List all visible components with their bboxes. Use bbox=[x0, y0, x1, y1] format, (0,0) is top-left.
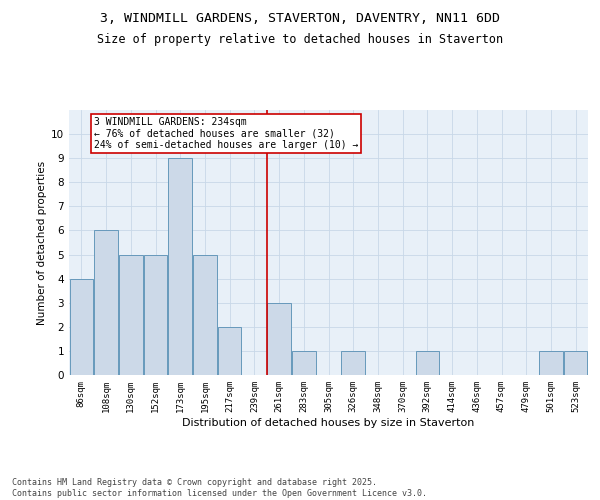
Bar bbox=[193, 254, 217, 375]
Bar bbox=[70, 278, 93, 375]
Bar bbox=[169, 158, 192, 375]
Text: Contains HM Land Registry data © Crown copyright and database right 2025.
Contai: Contains HM Land Registry data © Crown c… bbox=[12, 478, 427, 498]
Bar bbox=[564, 351, 587, 375]
Bar bbox=[539, 351, 563, 375]
Text: Size of property relative to detached houses in Staverton: Size of property relative to detached ho… bbox=[97, 32, 503, 46]
Bar bbox=[416, 351, 439, 375]
Text: 3 WINDMILL GARDENS: 234sqm
← 76% of detached houses are smaller (32)
24% of semi: 3 WINDMILL GARDENS: 234sqm ← 76% of deta… bbox=[94, 117, 358, 150]
Bar bbox=[144, 254, 167, 375]
Bar bbox=[218, 327, 241, 375]
Bar bbox=[94, 230, 118, 375]
Bar bbox=[292, 351, 316, 375]
Bar bbox=[268, 302, 291, 375]
Bar bbox=[341, 351, 365, 375]
X-axis label: Distribution of detached houses by size in Staverton: Distribution of detached houses by size … bbox=[182, 418, 475, 428]
Text: 3, WINDMILL GARDENS, STAVERTON, DAVENTRY, NN11 6DD: 3, WINDMILL GARDENS, STAVERTON, DAVENTRY… bbox=[100, 12, 500, 26]
Y-axis label: Number of detached properties: Number of detached properties bbox=[37, 160, 47, 324]
Bar bbox=[119, 254, 143, 375]
